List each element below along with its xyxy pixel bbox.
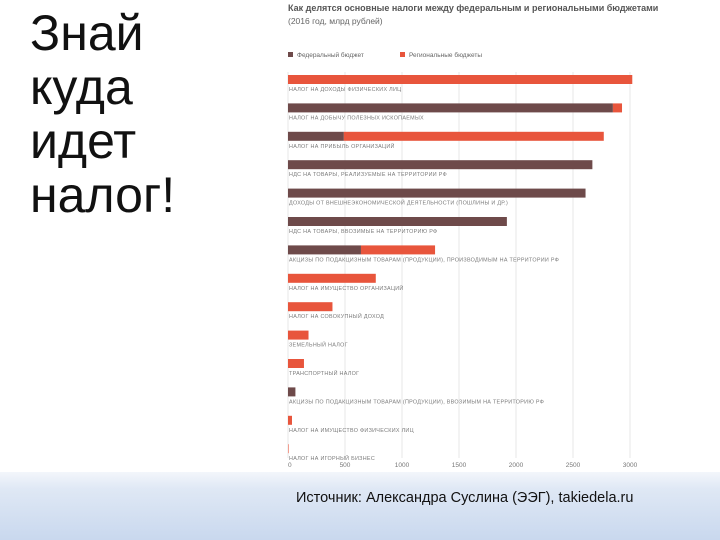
chart-subtitle: (2016 год, млрд рублей) bbox=[288, 16, 383, 26]
slide-title: Знай куда идет налог! bbox=[30, 6, 260, 222]
source-caption: Источник: Александра Суслина (ЭЭГ), taki… bbox=[296, 490, 634, 506]
legend-label: Федеральный бюджет bbox=[297, 51, 364, 59]
category-label: НАЛОГ НА ИГОРНЫЙ БИЗНЕС bbox=[289, 454, 375, 462]
slide-title-line: идет bbox=[30, 113, 137, 169]
bar bbox=[288, 359, 304, 368]
legend-label: Региональные бюджеты bbox=[409, 51, 482, 59]
tax-bar-chart: Федеральный бюджет Региональные бюджеты 0 5… bbox=[287, 51, 638, 469]
category-label: НДС НА ТОВАРЫ, ВВОЗИМЫЕ НА ТЕРРИТОРИЮ РФ bbox=[289, 229, 437, 235]
category-label: ТРАНСПОРТНЫЙ НАЛОГ bbox=[289, 369, 359, 377]
category-label: АКЦИЗЫ ПО ПОДАКЦИЗНЫМ ТОВАРАМ (ПРОДУКЦИИ… bbox=[289, 257, 559, 263]
category-label: ЗЕМЕЛЬНЫЙ НАЛОГ bbox=[289, 341, 348, 349]
slide-title-line: Знай bbox=[30, 5, 144, 61]
x-tick-label: 2000 bbox=[509, 462, 524, 469]
bar bbox=[288, 245, 361, 255]
category-label: НАЛОГ НА СОВОКУПНЫЙ ДОХОД bbox=[289, 312, 384, 320]
category-label: ДОХОДЫ ОТ ВНЕШНЕЭКОНОМИЧЕСКОЙ ДЕЯТЕЛЬНОС… bbox=[289, 199, 508, 207]
bar bbox=[288, 188, 586, 198]
category-label: НАЛОГ НА ДОХОДЫ ФИЗИЧЕСКИХ ЛИЦ bbox=[289, 87, 401, 93]
category-label: НАЛОГ НА ДОБЫЧУ ПОЛЕЗНЫХ ИСКОПАЕМЫХ bbox=[289, 115, 424, 121]
bar bbox=[360, 245, 436, 255]
footer-bar bbox=[0, 472, 720, 540]
x-tick-label: 500 bbox=[340, 462, 351, 469]
chart-title: Как делятся основные налоги между федера… bbox=[288, 3, 659, 13]
legend-swatch bbox=[288, 52, 293, 57]
x-tick-label: 1500 bbox=[452, 462, 467, 469]
category-label: НАЛОГ НА ИМУЩЕСТВО ФИЗИЧЕСКИХ ЛИЦ bbox=[289, 428, 414, 434]
bar bbox=[288, 330, 309, 340]
slide-title-line: налог! bbox=[30, 167, 176, 223]
category-label: АКЦИЗЫ ПО ПОДАКЦИЗНЫМ ТОВАРАМ (ПРОДУКЦИИ… bbox=[289, 399, 544, 405]
x-tick-label: 1000 bbox=[395, 462, 410, 469]
bar bbox=[612, 103, 623, 113]
bar bbox=[288, 387, 296, 397]
legend-swatch bbox=[400, 52, 405, 57]
bar bbox=[288, 217, 507, 226]
bar bbox=[288, 75, 633, 84]
bar bbox=[288, 302, 333, 312]
bar bbox=[288, 160, 593, 170]
x-tick-label: 3000 bbox=[623, 462, 638, 469]
x-tick-label: 2500 bbox=[566, 462, 581, 469]
bar bbox=[288, 103, 613, 113]
x-tick-label: 0 bbox=[288, 462, 292, 469]
category-label: НДС НА ТОВАРЫ, РЕАЛИЗУЕМЫЕ НА ТЕРРИТОРИИ… bbox=[289, 172, 447, 178]
bar bbox=[288, 444, 289, 454]
bar bbox=[288, 131, 344, 141]
bar bbox=[288, 273, 376, 283]
bar bbox=[343, 131, 604, 141]
category-label: НАЛОГ НА ПРИБЫЛЬ ОРГАНИЗАЦИЙ bbox=[289, 142, 395, 150]
category-label: НАЛОГ НА ИМУЩЕСТВО ОРГАНИЗАЦИЙ bbox=[289, 284, 404, 292]
slide-title-line: куда bbox=[30, 59, 133, 115]
bar bbox=[288, 415, 292, 425]
